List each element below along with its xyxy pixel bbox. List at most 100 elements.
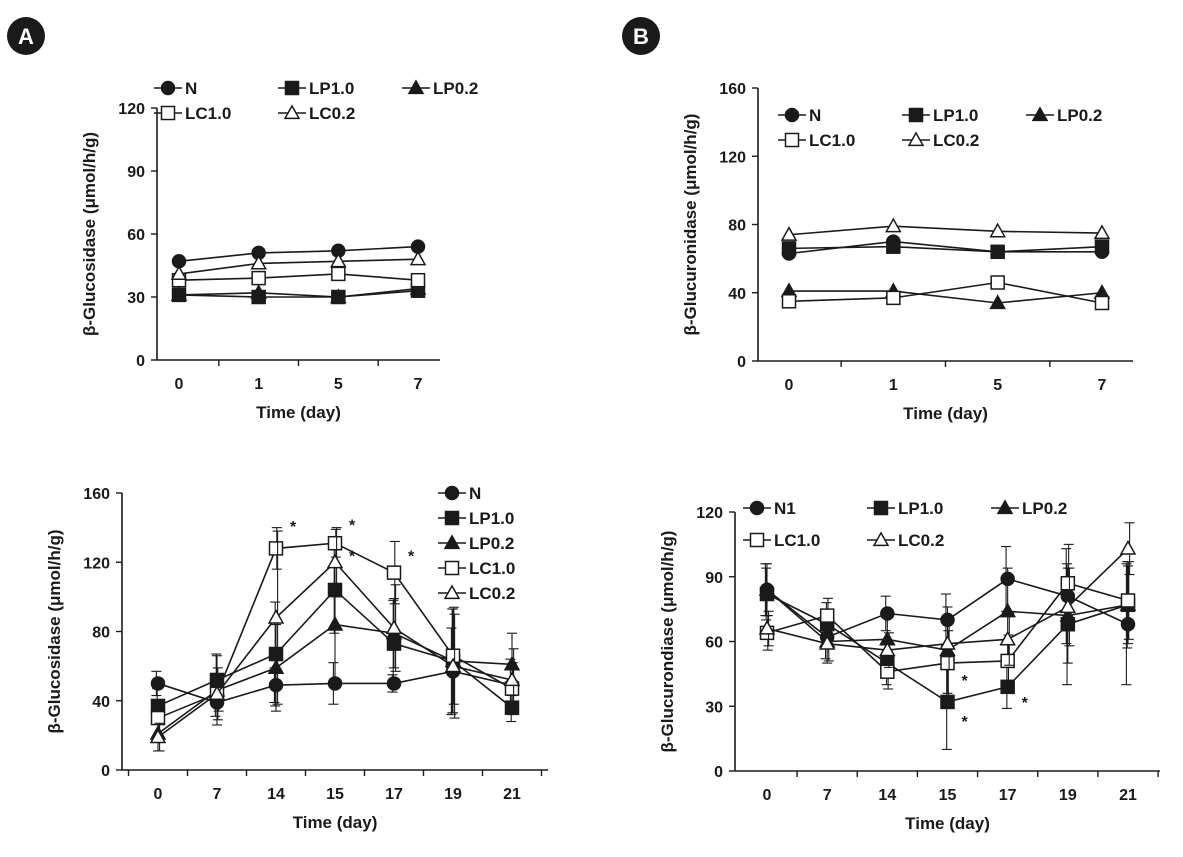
- x-axis-title: Time (day): [293, 813, 378, 832]
- data-point-LP0.2: [330, 288, 347, 304]
- data-point-LC1.0: [1060, 575, 1076, 591]
- series-line-LP0.2: [178, 287, 419, 298]
- legend-entry-N1: N1: [743, 499, 796, 518]
- y-tick-label: 120: [83, 555, 110, 572]
- legend: N LP1.0 LP0.2 LC1.0 LC0.2: [154, 79, 478, 123]
- legend-label: LC0.2: [933, 131, 979, 150]
- y-tick-label: 60: [127, 227, 145, 244]
- series-line-LC0.2: [178, 258, 419, 275]
- x-tick-label: 7: [1098, 377, 1107, 394]
- legend-entry-LC1.0: LC1.0: [438, 559, 515, 578]
- data-point-LC0.2: [444, 657, 462, 673]
- data-point-LC0.2: [503, 671, 521, 687]
- significance-marker: *: [290, 519, 297, 536]
- chart-2: 0 40 80 120 160 0 1 5 7 Time (day) β-Glucuronidase…: [681, 81, 1133, 423]
- data-point-LP1.0: [990, 244, 1005, 260]
- legend: N1 LP1.0 LP0.2 LC1.0 LC0.2: [743, 499, 1067, 550]
- legend-label: LP0.2: [433, 79, 478, 98]
- data-point-LC0.2: [250, 254, 267, 270]
- legend-marker: [160, 105, 176, 121]
- legend-label: LC1.0: [809, 131, 855, 150]
- series-line-N: [178, 245, 419, 263]
- significance-marker: *: [349, 549, 356, 566]
- data-point-LC1.0: [886, 290, 901, 306]
- legend-entry-N: N: [438, 484, 481, 503]
- significance-marker: *: [349, 517, 356, 534]
- x-tick-label: 7: [213, 786, 222, 803]
- y-tick-label: 80: [728, 218, 746, 235]
- data-point-LP0.2: [1059, 606, 1077, 622]
- x-tick-label: 19: [1059, 787, 1077, 804]
- y-tick-label: 40: [92, 694, 110, 711]
- data-point-LC0.2: [1119, 540, 1137, 555]
- chart-3: 0 40 80 120 160 0 7 14 15 17 19 21 Time (day) β-Gluco…: [45, 484, 548, 832]
- data-point-LC1.0: [1094, 295, 1110, 311]
- x-tick-label: 21: [1119, 787, 1137, 804]
- panel-label-b: B: [622, 17, 660, 55]
- series-LP0.2: [780, 282, 1111, 310]
- legend-entry-LC0.2: LC0.2: [867, 531, 944, 550]
- y-axis-title: β-Glucosidase (μmol/h/g): [45, 529, 64, 733]
- y-tick-label: 40: [728, 286, 746, 303]
- series-LC0.2: [780, 217, 1111, 241]
- data-point-LC1.0: [251, 270, 266, 286]
- data-point-LC1.0: [781, 294, 797, 309]
- data-point-LP0.2: [409, 279, 427, 295]
- data-point-LP0.2: [326, 615, 344, 631]
- series-LC0.2: [758, 522, 1137, 671]
- data-point-LC0.2: [818, 634, 836, 650]
- data-point-LP1.0: [940, 694, 955, 710]
- x-tick-label: 5: [993, 377, 1002, 394]
- legend-marker: [444, 560, 460, 576]
- x-axis-title: Time (day): [256, 403, 341, 422]
- data-point-N: [150, 676, 166, 691]
- legend-entry-LC0.2: LC0.2: [278, 104, 355, 123]
- data-point-LC0.2: [409, 250, 427, 266]
- data-point-LP0.2: [503, 655, 521, 671]
- legend-label: LP1.0: [469, 509, 514, 528]
- legend-label: LC1.0: [774, 531, 820, 550]
- data-point-LC1.0: [150, 710, 166, 726]
- significance-marker: *: [408, 549, 415, 566]
- legend-label: LP1.0: [309, 79, 354, 98]
- y-axis-title: β-Glucosidase (μmol/h/g): [80, 132, 99, 336]
- y-tick-label: 120: [719, 149, 746, 166]
- series-LC1.0: [171, 266, 426, 288]
- legend-marker: [907, 131, 925, 147]
- series-line-LC1.0: [788, 281, 1103, 304]
- panel-label-b-text: B: [633, 24, 649, 49]
- legend-entry-LC1.0: LC1.0: [778, 131, 855, 150]
- x-tick-label: 14: [267, 786, 285, 803]
- data-point-LP1.0: [150, 698, 166, 714]
- x-tick-label: 5: [334, 376, 343, 393]
- y-tick-label: 0: [714, 764, 723, 781]
- data-point-LC0.2: [885, 217, 902, 233]
- legend-label: LC1.0: [469, 559, 515, 578]
- x-tick-label: 0: [763, 787, 772, 804]
- y-tick-label: 30: [705, 699, 723, 716]
- data-point-LC0.2: [326, 553, 344, 569]
- x-tick-label: 19: [444, 786, 462, 803]
- legend-label: LC0.2: [469, 584, 515, 603]
- y-tick-label: 160: [719, 81, 746, 98]
- data-point-LC0.2: [989, 222, 1006, 238]
- data-point-LC1.0: [386, 565, 402, 580]
- legend-marker: [784, 132, 800, 148]
- legend-entry-LC0.2: LC0.2: [902, 131, 979, 150]
- legend-marker: [284, 80, 300, 96]
- legend-entry-LP1.0: LP1.0: [278, 79, 354, 98]
- data-point-LC0.2: [780, 226, 798, 241]
- legend-entry-N: N: [154, 79, 197, 98]
- data-point-LC0.2: [1059, 598, 1077, 614]
- data-point-LP0.2: [999, 602, 1016, 618]
- x-tick-label: 14: [878, 787, 896, 804]
- legend-label: LC1.0: [185, 104, 231, 123]
- legend-entry-N: N: [778, 106, 821, 125]
- legend: N LP1.0 LP0.2 LC1.0 LC0.2: [778, 106, 1102, 150]
- legend-marker: [443, 534, 461, 550]
- legend-marker: [1031, 106, 1049, 122]
- data-point-LC1.0: [268, 541, 284, 556]
- legend-entry-LP1.0: LP1.0: [902, 106, 978, 125]
- y-tick-label: 0: [136, 353, 145, 370]
